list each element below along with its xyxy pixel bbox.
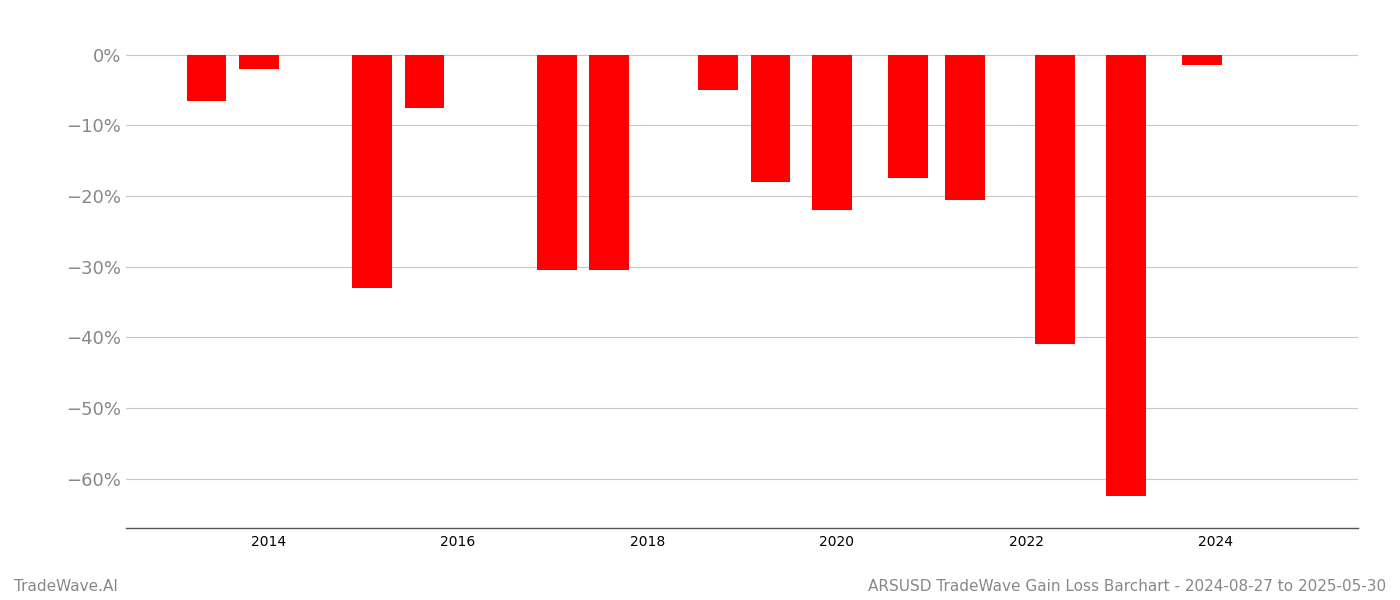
Bar [1106, 55, 1145, 496]
Bar [239, 55, 279, 69]
Bar [405, 55, 444, 108]
Text: ARSUSD TradeWave Gain Loss Barchart - 2024-08-27 to 2025-05-30: ARSUSD TradeWave Gain Loss Barchart - 20… [868, 579, 1386, 594]
Text: TradeWave.AI: TradeWave.AI [14, 579, 118, 594]
Bar [353, 55, 392, 288]
Bar [812, 55, 853, 210]
Bar [1182, 55, 1222, 65]
Bar [750, 55, 791, 182]
Bar [699, 55, 738, 90]
Bar [538, 55, 577, 270]
Bar [1035, 55, 1075, 344]
Bar [589, 55, 629, 270]
Bar [945, 55, 984, 200]
Bar [186, 55, 227, 101]
Bar [888, 55, 928, 178]
